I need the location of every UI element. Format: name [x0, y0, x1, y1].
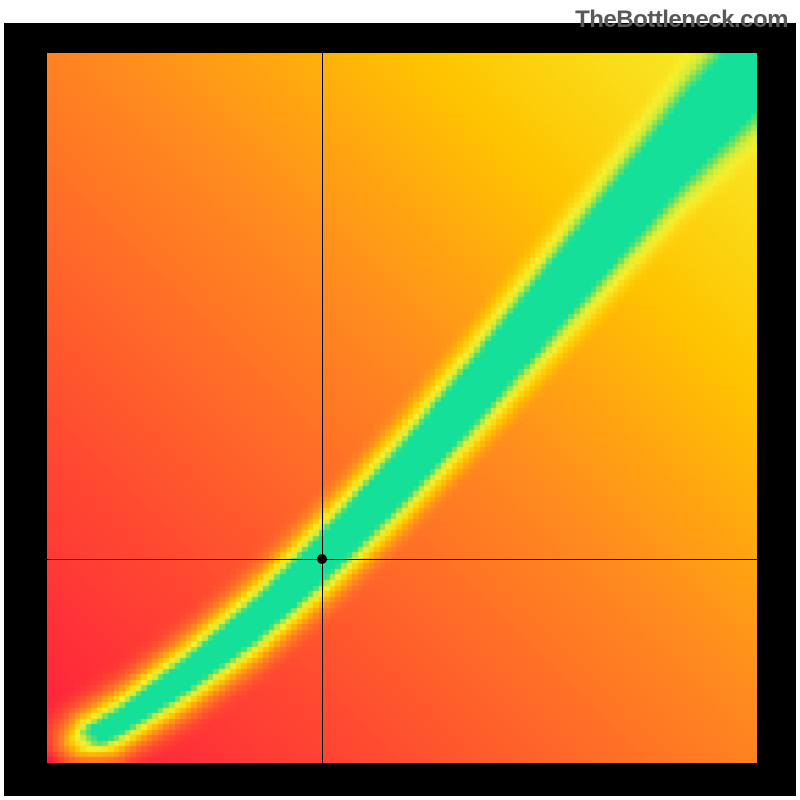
crosshair-vertical-line	[322, 53, 323, 763]
watermark-text: TheBottleneck.com	[575, 6, 788, 34]
crosshair-marker-dot	[317, 554, 327, 564]
crosshair-horizontal-line	[47, 559, 757, 560]
page-container: TheBottleneck.com	[0, 0, 800, 800]
bottleneck-heatmap	[47, 53, 757, 763]
